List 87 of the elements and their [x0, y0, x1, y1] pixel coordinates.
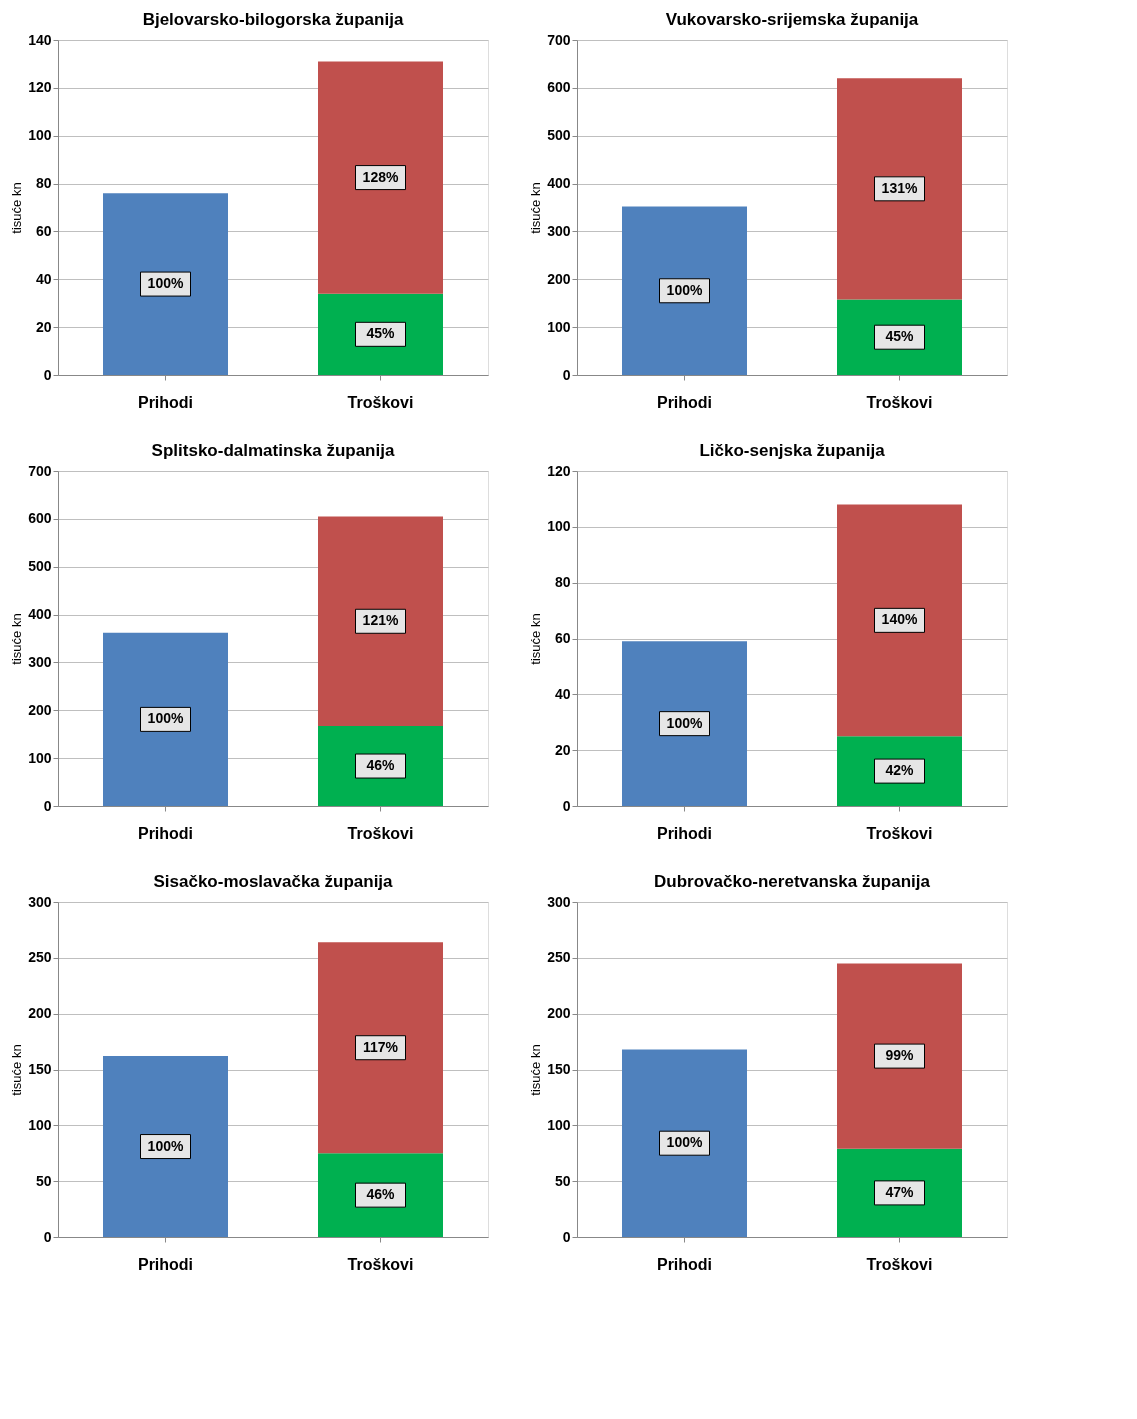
y-tick-label: 0	[562, 797, 571, 814]
y-axis-title: tisuće kn	[9, 1044, 25, 1096]
annotation: 128%	[362, 168, 399, 185]
y-tick-label: 0	[43, 797, 52, 814]
annotation: 121%	[362, 612, 399, 629]
y-tick-label: 300	[28, 653, 52, 670]
annotation: 47%	[885, 1183, 915, 1200]
y-tick-label: 120	[28, 79, 52, 96]
x-tick-label: Prihodi	[656, 1255, 713, 1273]
x-tick-label: Troškovi	[347, 824, 414, 842]
y-tick-label: 60	[35, 222, 52, 239]
y-tick-label: 300	[547, 893, 571, 910]
y-tick-label: 100	[28, 749, 52, 766]
y-tick-label: 700	[547, 31, 571, 48]
y-tick-label: 0	[43, 366, 52, 383]
y-tick-label: 300	[547, 222, 571, 239]
y-tick-label: 80	[554, 574, 571, 591]
chart-title: Sisačko-moslavačka županija	[153, 872, 394, 891]
y-tick-label: 200	[547, 1005, 571, 1022]
chart-title: Ličko-senjska županija	[699, 441, 886, 460]
x-tick-label: Prihodi	[137, 393, 194, 411]
y-tick-label: 100	[28, 1116, 52, 1133]
annotation: 117%	[362, 1038, 399, 1055]
annotation: 46%	[366, 757, 396, 774]
annotation: 42%	[885, 762, 915, 779]
annotation: 131%	[881, 179, 918, 196]
y-axis-title: tisuće kn	[528, 613, 544, 665]
x-tick-label: Prihodi	[656, 393, 713, 411]
x-tick-label: Troškovi	[347, 1255, 414, 1273]
chart-title: Vukovarsko-srijemska županija	[665, 10, 919, 29]
y-tick-label: 250	[28, 949, 52, 966]
annotation: 140%	[881, 611, 918, 628]
y-tick-label: 80	[35, 175, 52, 192]
y-tick-label: 40	[35, 270, 52, 287]
chart-title: Splitsko-dalmatinska županija	[151, 441, 395, 460]
y-tick-label: 100	[547, 1116, 571, 1133]
y-tick-label: 150	[28, 1061, 52, 1077]
annotation: 100%	[147, 275, 184, 292]
x-tick-label: Prihodi	[656, 824, 713, 842]
x-tick-label: Troškovi	[866, 393, 933, 411]
chart-title: Bjelovarsko-bilogorska županija	[142, 10, 404, 29]
y-tick-label: 50	[554, 1172, 571, 1189]
y-tick-label: 50	[35, 1172, 52, 1189]
y-axis-title: tisuće kn	[9, 613, 25, 665]
y-tick-label: 200	[28, 1005, 52, 1022]
y-tick-label: 0	[562, 1228, 571, 1245]
y-tick-label: 140	[28, 31, 52, 48]
y-tick-label: 500	[28, 558, 52, 575]
x-tick-label: Troškovi	[866, 1255, 933, 1273]
annotation: 45%	[366, 325, 396, 342]
y-tick-label: 600	[547, 79, 571, 96]
annotation: 99%	[885, 1047, 915, 1064]
y-tick-label: 60	[554, 630, 571, 646]
y-axis-title: tisuće kn	[528, 1044, 544, 1096]
x-tick-label: Troškovi	[347, 393, 414, 411]
chart-title: Dubrovačko-neretvanska županija	[654, 872, 931, 891]
y-tick-label: 300	[28, 893, 52, 910]
y-axis-title: tisuće kn	[9, 182, 25, 234]
y-tick-label: 100	[547, 318, 571, 335]
y-tick-label: 600	[28, 510, 52, 527]
y-tick-label: 20	[554, 741, 571, 758]
y-tick-label: 40	[554, 685, 571, 702]
y-tick-label: 250	[547, 949, 571, 966]
annotation: 100%	[666, 1134, 703, 1151]
y-tick-label: 200	[28, 701, 52, 718]
y-tick-label: 20	[35, 318, 52, 335]
y-tick-label: 400	[547, 175, 571, 192]
x-tick-label: Prihodi	[137, 824, 194, 842]
annotation: 100%	[666, 281, 703, 298]
annotation: 100%	[666, 714, 703, 731]
y-tick-label: 200	[547, 270, 571, 287]
x-tick-label: Troškovi	[866, 824, 933, 842]
annotation: 45%	[885, 328, 915, 345]
y-axis-title: tisuće kn	[528, 182, 544, 234]
y-tick-label: 100	[547, 518, 571, 535]
y-tick-label: 700	[28, 462, 52, 479]
y-tick-label: 500	[547, 127, 571, 144]
y-tick-label: 0	[43, 1228, 52, 1245]
y-tick-label: 100	[28, 127, 52, 144]
y-tick-label: 120	[547, 462, 571, 479]
y-tick-label: 0	[562, 366, 571, 383]
annotation: 100%	[147, 1137, 184, 1154]
annotation: 100%	[147, 710, 184, 727]
x-tick-label: Prihodi	[137, 1255, 194, 1273]
y-tick-label: 150	[547, 1061, 571, 1077]
y-tick-label: 400	[28, 606, 52, 623]
annotation: 46%	[366, 1186, 396, 1203]
